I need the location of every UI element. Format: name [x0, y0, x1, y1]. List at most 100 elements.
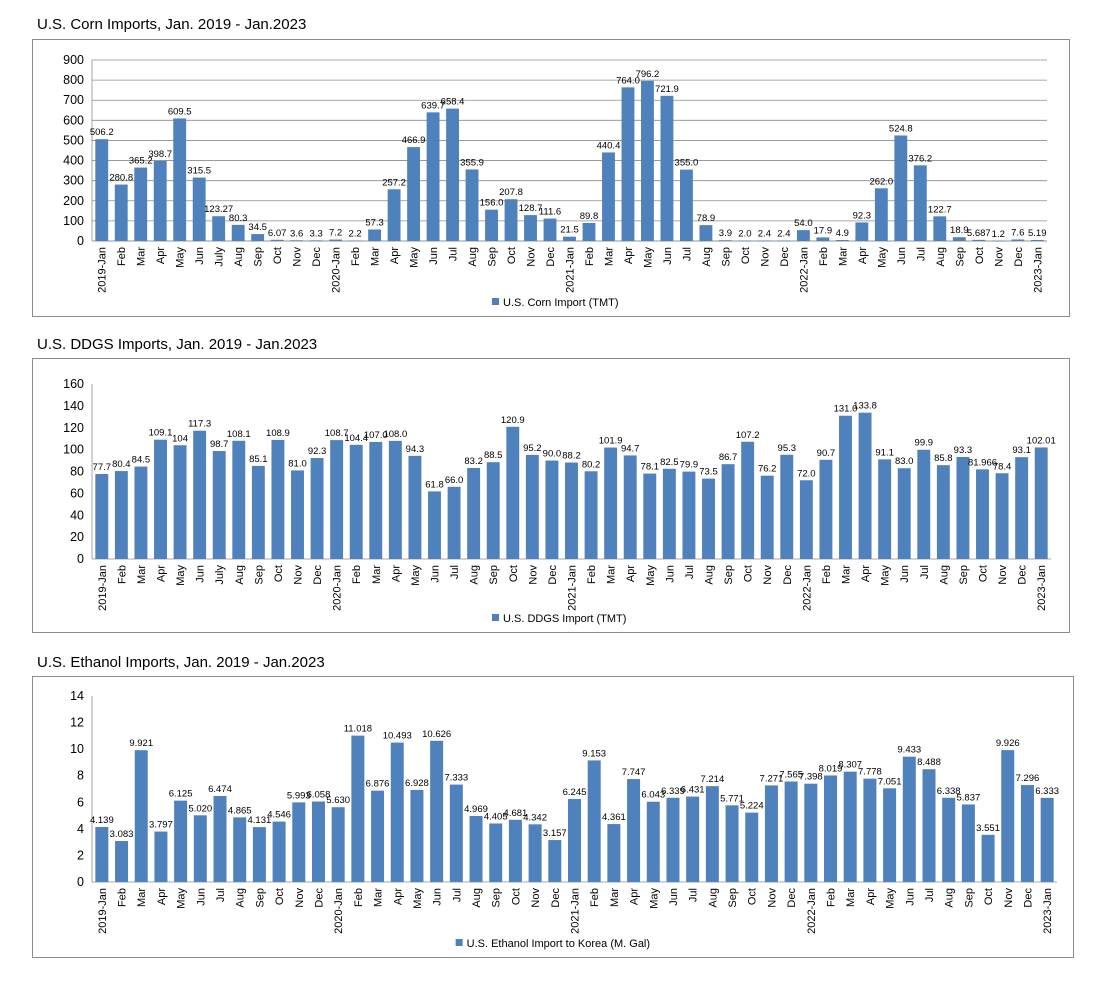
data-label: 57.3	[365, 217, 384, 228]
x-tick-label: Apr	[865, 888, 877, 905]
data-label: 76.2	[758, 464, 777, 475]
data-label: 466.9	[402, 135, 426, 146]
x-tick-label: Jul	[924, 888, 936, 902]
x-tick-label: 2020-Jan	[331, 247, 343, 293]
data-label: 73.5	[699, 467, 718, 478]
x-tick-label: Feb	[586, 565, 598, 584]
x-tick-label: Sep	[487, 247, 499, 267]
data-label: 6.043	[641, 790, 665, 801]
data-label: 609.5	[168, 106, 192, 117]
data-label: 7.271	[760, 773, 784, 784]
x-tick-label: May	[175, 565, 187, 586]
bar	[804, 783, 818, 882]
data-label: 91.1	[875, 447, 894, 458]
y-tick-label: 20	[70, 530, 84, 544]
data-label: 93.1	[1012, 445, 1031, 456]
x-tick-label: Mar	[841, 565, 853, 584]
data-label: 9.926	[996, 738, 1020, 749]
ddgs-chart-title: U.S. DDGS Imports, Jan. 2019 - Jan.2023	[37, 336, 318, 353]
data-label: 54.0	[794, 218, 813, 229]
bar	[232, 440, 246, 559]
bar	[942, 797, 956, 882]
x-tick-label: Apr	[860, 565, 872, 582]
y-tick-label: 8	[77, 769, 84, 783]
data-label: 2.0	[738, 229, 751, 240]
x-tick-label: Oct	[273, 565, 285, 582]
data-label: 658.4	[441, 97, 465, 108]
bar	[270, 239, 284, 241]
x-tick-label: Apr	[156, 888, 168, 905]
data-label: 6.431	[681, 785, 705, 796]
data-label: 6.058	[307, 790, 331, 801]
bar	[543, 218, 557, 241]
bar	[1034, 447, 1048, 559]
x-tick-label: Jun	[904, 888, 916, 906]
data-label: 79.9	[680, 460, 699, 471]
x-tick-label: Mar	[136, 888, 148, 907]
x-tick-label: Oct	[506, 247, 518, 264]
bar	[816, 237, 830, 241]
x-tick-label: May	[645, 565, 657, 586]
bar	[621, 87, 635, 242]
bar	[290, 240, 304, 241]
data-label: 61.8	[425, 479, 444, 490]
bar	[1001, 750, 1015, 882]
bar	[646, 801, 660, 882]
bar	[917, 449, 931, 559]
x-tick-label: Nov	[293, 565, 305, 585]
data-label: 5.993	[287, 790, 311, 801]
x-tick-label: Apr	[392, 888, 404, 905]
legend-swatch	[492, 298, 499, 305]
data-label: 7.565	[779, 769, 803, 780]
data-label: 128.7	[519, 203, 543, 214]
x-tick-label: Jul	[684, 565, 696, 579]
legend-label: U.S. Corn Import (TMT)	[503, 297, 619, 309]
x-tick-label: Feb	[117, 888, 129, 907]
bar	[643, 473, 657, 559]
bar	[485, 209, 498, 241]
data-label: 207.8	[499, 187, 523, 198]
x-tick-label: Aug	[471, 888, 483, 908]
x-tick-label: Sep	[491, 888, 503, 908]
data-label: 6.474	[208, 784, 232, 795]
data-label: 9.153	[582, 748, 606, 759]
x-tick-label: 2019-Jan	[97, 565, 109, 611]
data-label: 78.9	[697, 213, 716, 224]
x-tick-label: Sep	[727, 888, 739, 908]
bar	[1040, 797, 1054, 882]
bar	[506, 426, 520, 559]
x-tick-label: Nov	[993, 247, 1005, 267]
x-tick-label: Oct	[747, 888, 759, 905]
data-label: 104.4	[344, 433, 368, 444]
bar	[447, 486, 461, 559]
bar	[839, 415, 852, 559]
data-label: 440.4	[597, 140, 621, 151]
x-tick-label: Feb	[353, 888, 365, 907]
x-tick-label: Jun	[428, 247, 440, 265]
x-tick-label: Feb	[350, 247, 362, 266]
data-label: 10.626	[422, 729, 451, 740]
data-label: 4.361	[602, 812, 626, 823]
y-tick-label: 700	[63, 93, 84, 107]
x-tick-label: Feb	[826, 888, 838, 907]
bar	[745, 812, 759, 882]
bar	[231, 224, 245, 241]
data-label: 376.2	[908, 153, 932, 164]
x-tick-label: May	[176, 888, 188, 909]
data-label: 101.9	[599, 436, 623, 447]
data-label: 3.797	[149, 820, 173, 831]
bar	[212, 216, 226, 241]
data-label: 3.551	[976, 823, 1000, 834]
data-label: 82.5	[660, 457, 679, 468]
data-label: 6.333	[1035, 786, 1059, 797]
data-label: 639.7	[421, 100, 445, 111]
x-tick-label: Nov	[292, 247, 304, 267]
y-tick-label: 200	[63, 194, 84, 208]
data-label: 6.339	[661, 786, 685, 797]
x-tick-label: Sep	[254, 888, 266, 908]
data-label: 6.928	[405, 778, 429, 789]
data-label: 10.493	[383, 731, 412, 742]
bar	[251, 465, 265, 559]
bar	[192, 177, 206, 241]
